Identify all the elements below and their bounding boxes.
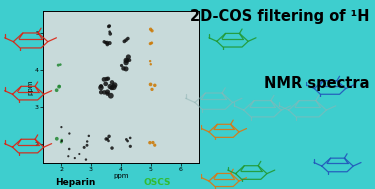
Point bbox=[84, 140, 90, 143]
Point bbox=[54, 89, 60, 92]
Point bbox=[123, 61, 129, 64]
Point bbox=[101, 78, 107, 81]
Point bbox=[147, 42, 153, 45]
Point bbox=[58, 140, 64, 143]
Point bbox=[107, 85, 113, 88]
Point bbox=[118, 64, 124, 67]
Point bbox=[105, 92, 111, 95]
Point bbox=[72, 156, 78, 160]
Point bbox=[124, 139, 130, 143]
Point bbox=[59, 139, 65, 143]
Point bbox=[76, 153, 82, 156]
Point bbox=[149, 41, 155, 44]
Point bbox=[105, 139, 111, 142]
Point bbox=[56, 85, 62, 88]
Point bbox=[112, 84, 118, 87]
Point bbox=[55, 64, 61, 67]
Point bbox=[104, 77, 110, 81]
Point bbox=[107, 32, 113, 35]
Point bbox=[126, 59, 132, 62]
Point bbox=[124, 59, 130, 62]
Point bbox=[103, 82, 109, 85]
Point bbox=[98, 84, 104, 88]
Point bbox=[86, 134, 92, 137]
Point bbox=[66, 132, 72, 135]
Y-axis label: ppm: ppm bbox=[28, 79, 34, 95]
Point bbox=[105, 77, 111, 80]
Point bbox=[103, 41, 109, 44]
Text: 2D-COS filtering of ¹H: 2D-COS filtering of ¹H bbox=[190, 9, 369, 24]
Point bbox=[111, 86, 117, 89]
Point bbox=[147, 83, 153, 86]
Point bbox=[125, 37, 131, 40]
Point bbox=[108, 94, 114, 97]
Point bbox=[106, 135, 112, 138]
Point bbox=[106, 24, 112, 27]
Point bbox=[109, 86, 115, 89]
Point bbox=[101, 40, 107, 43]
Point bbox=[123, 39, 129, 42]
Point bbox=[109, 81, 115, 84]
Point bbox=[123, 67, 129, 70]
Point bbox=[152, 84, 158, 87]
Point bbox=[148, 63, 154, 66]
Point bbox=[103, 137, 109, 140]
Point bbox=[65, 155, 71, 158]
Point bbox=[125, 55, 131, 58]
Point bbox=[152, 144, 158, 147]
Point bbox=[98, 91, 104, 94]
Point bbox=[56, 85, 62, 88]
Point bbox=[98, 86, 104, 89]
Point bbox=[57, 63, 63, 66]
Point bbox=[120, 67, 126, 70]
Point bbox=[122, 40, 128, 43]
Point bbox=[123, 59, 129, 62]
Point bbox=[147, 141, 153, 144]
Point bbox=[147, 60, 153, 63]
Point bbox=[101, 91, 107, 94]
Point bbox=[104, 41, 110, 44]
Point bbox=[66, 147, 72, 150]
Point bbox=[106, 42, 112, 45]
Point bbox=[127, 136, 133, 139]
Point bbox=[148, 28, 154, 31]
Point bbox=[81, 146, 87, 149]
Text: Heparin: Heparin bbox=[55, 178, 95, 187]
Point bbox=[105, 137, 111, 140]
Point bbox=[150, 141, 156, 144]
Point bbox=[105, 90, 111, 93]
Point bbox=[83, 158, 89, 161]
Point bbox=[123, 138, 129, 141]
Point bbox=[109, 146, 115, 149]
Text: NMR spectra: NMR spectra bbox=[264, 76, 369, 91]
X-axis label: ppm: ppm bbox=[113, 173, 129, 179]
Point bbox=[58, 126, 64, 129]
Point bbox=[59, 139, 65, 142]
Point bbox=[106, 30, 112, 33]
Point bbox=[104, 43, 110, 46]
Point bbox=[128, 145, 134, 148]
Point bbox=[149, 88, 155, 91]
Point bbox=[106, 25, 112, 28]
Point bbox=[54, 137, 60, 140]
Point bbox=[84, 144, 90, 147]
Point bbox=[149, 29, 155, 32]
Text: OSCS: OSCS bbox=[144, 178, 171, 187]
